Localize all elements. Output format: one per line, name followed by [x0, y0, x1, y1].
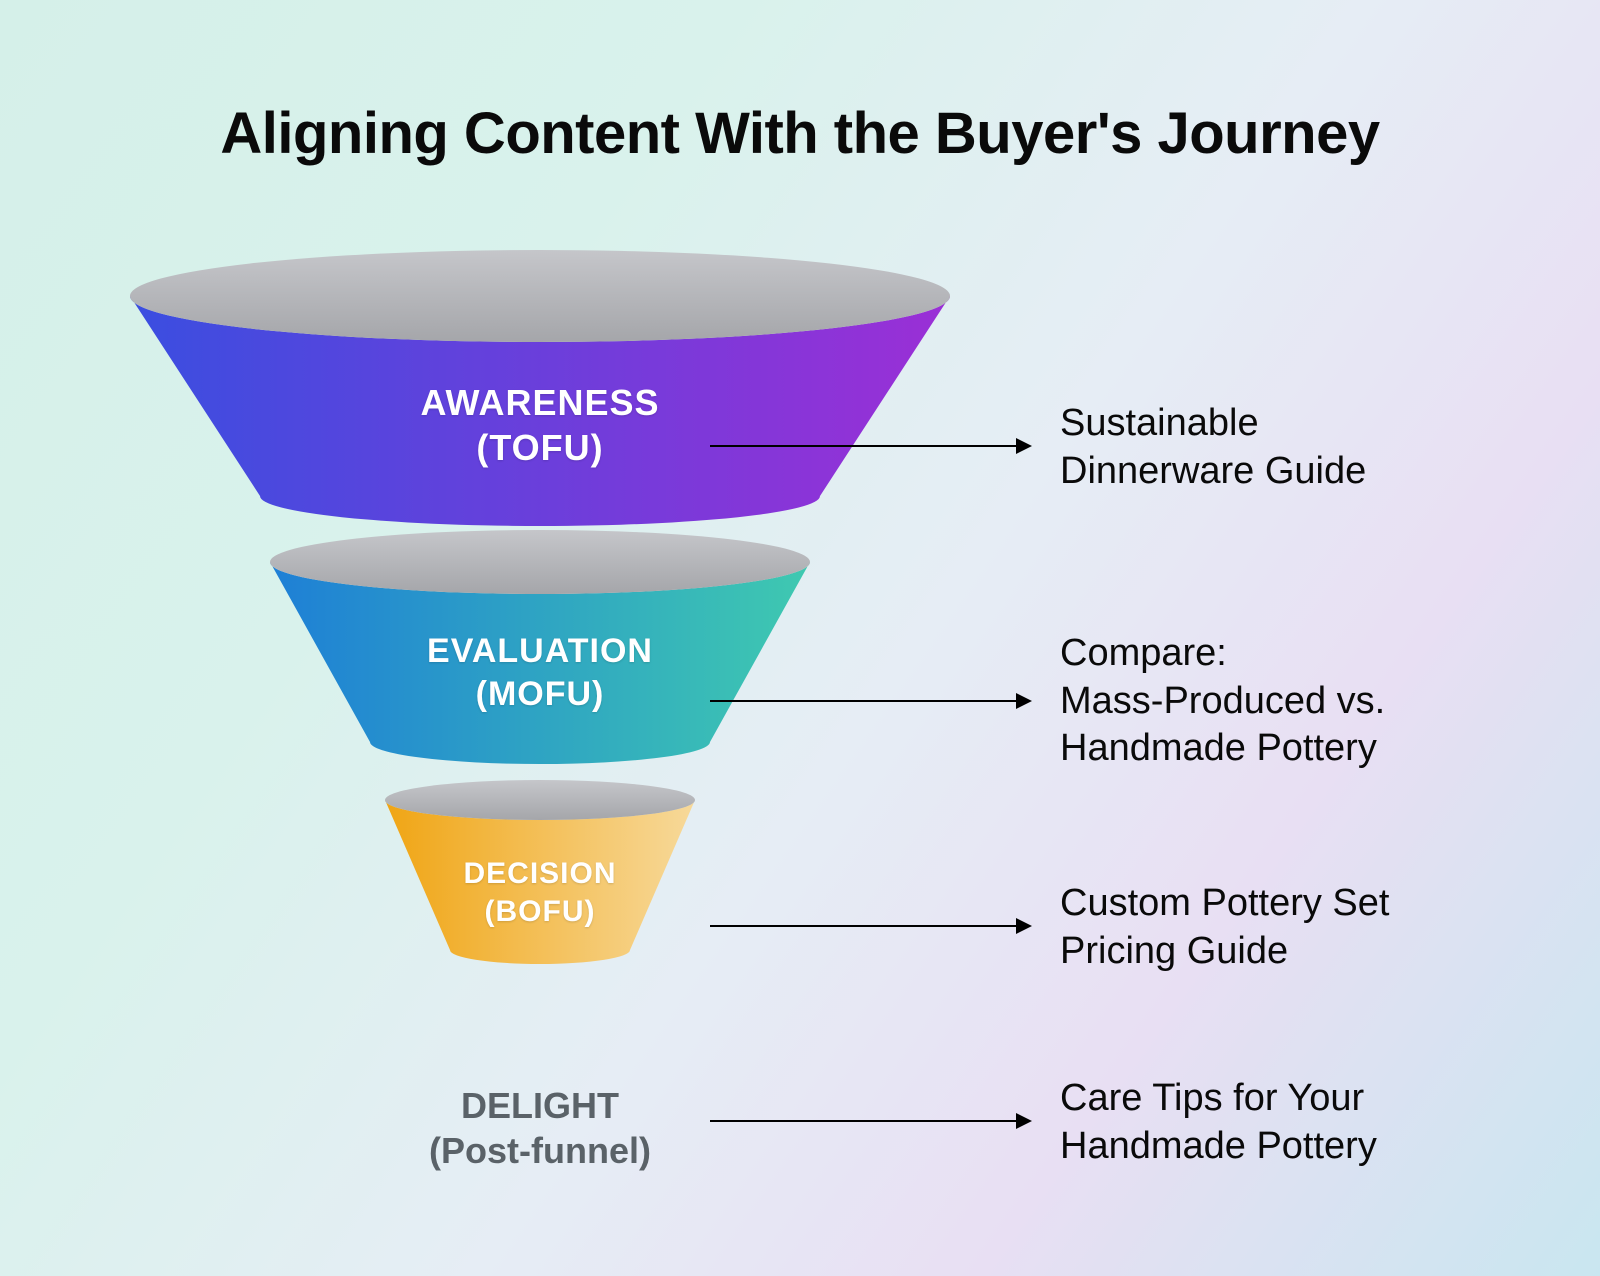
- stage-label-decision: DECISION (BOFU): [130, 855, 950, 930]
- stage-subtitle: (MOFU): [476, 675, 605, 713]
- infographic-canvas: Aligning Content With the Buyer's Journe…: [0, 0, 1600, 1276]
- stage-label-awareness: AWARENESS (TOFU): [130, 380, 950, 470]
- stage-label-delight: DELIGHT (Post-funnel): [370, 1083, 710, 1173]
- stage-title: EVALUATION: [427, 632, 653, 670]
- stage-subtitle: (Post-funnel): [429, 1130, 651, 1171]
- content-decision: Custom Pottery Set Pricing Guide: [1060, 880, 1389, 975]
- content-delight: Care Tips for Your Handmade Pottery: [1060, 1075, 1377, 1170]
- content-evaluation: Compare: Mass-Produced vs. Handmade Pott…: [1060, 630, 1385, 773]
- arrow-evaluation: [710, 700, 1030, 702]
- arrow-decision: [710, 925, 1030, 927]
- stage-title: AWARENESS: [420, 382, 659, 423]
- arrow-awareness: [710, 445, 1030, 447]
- stage-subtitle: (TOFU): [476, 427, 603, 468]
- stage-title: DECISION: [463, 857, 616, 890]
- content-awareness: Sustainable Dinnerware Guide: [1060, 400, 1366, 495]
- page-title: Aligning Content With the Buyer's Journe…: [0, 100, 1600, 167]
- stage-label-evaluation: EVALUATION (MOFU): [130, 630, 950, 715]
- arrow-delight: [710, 1120, 1030, 1122]
- stage-title: DELIGHT: [461, 1085, 619, 1126]
- stage-subtitle: (BOFU): [485, 895, 596, 928]
